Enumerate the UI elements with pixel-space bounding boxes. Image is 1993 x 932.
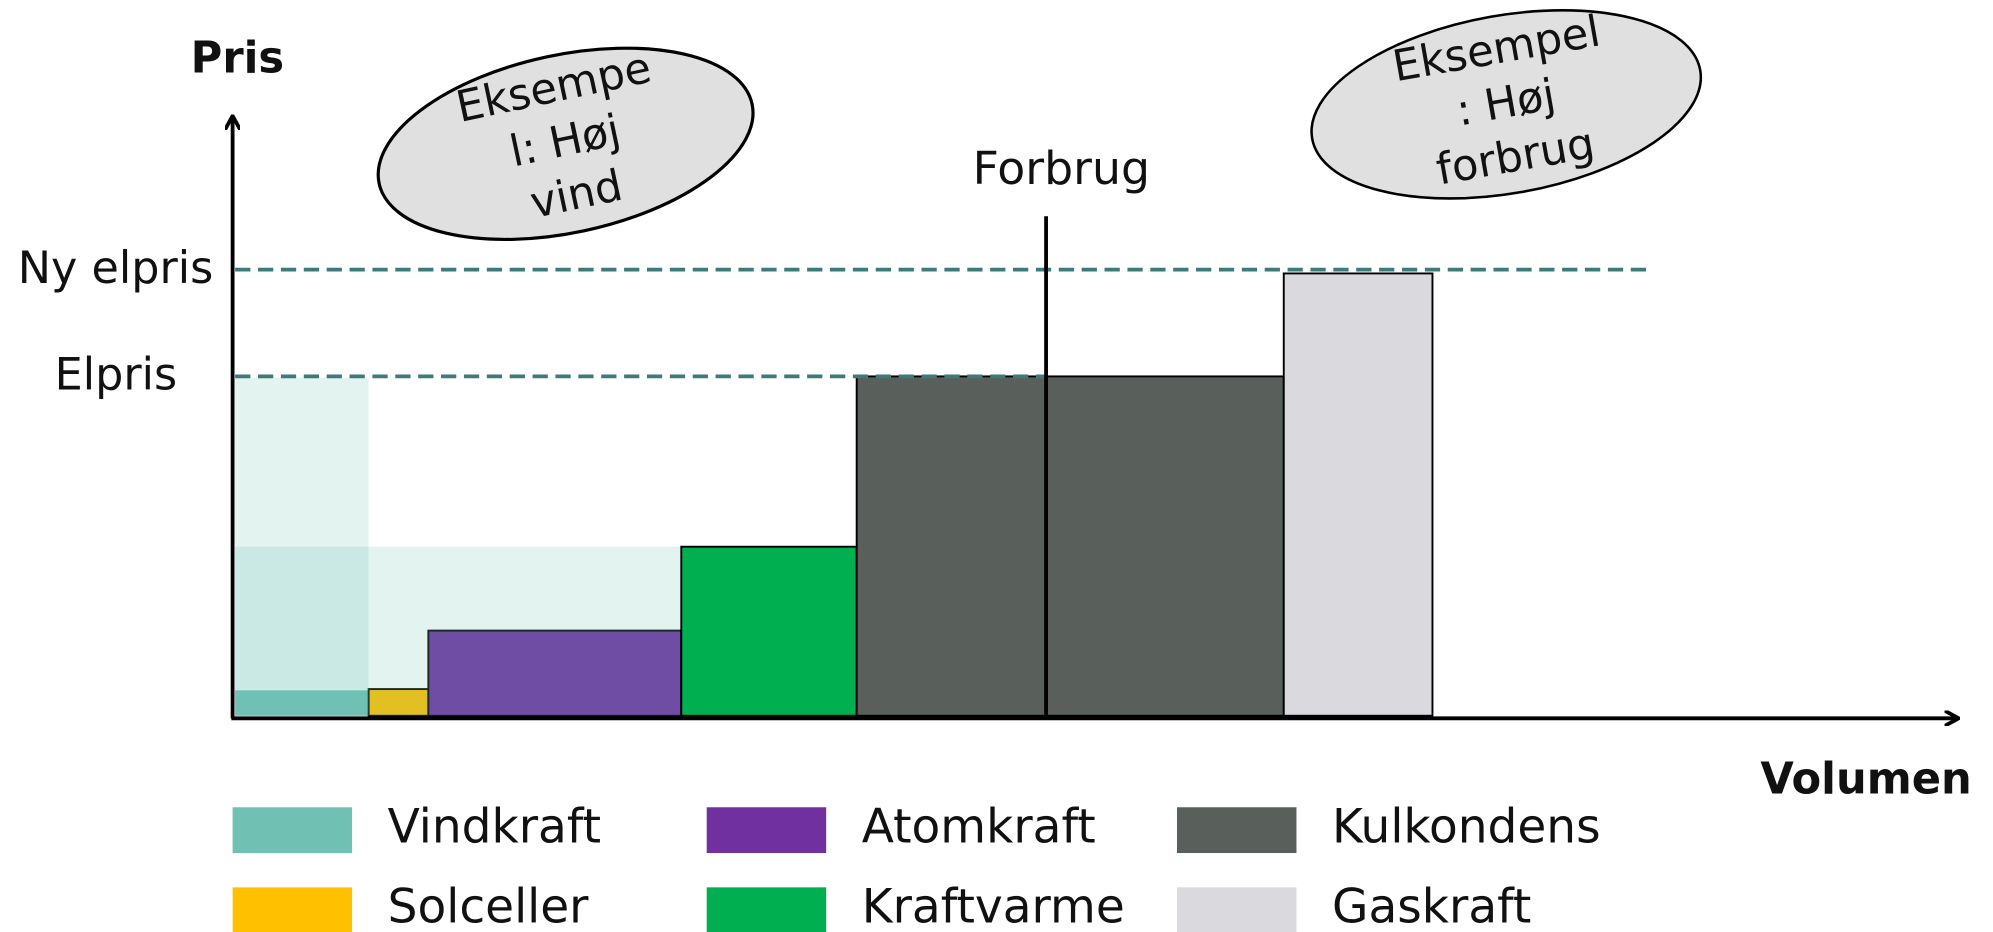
legend-swatch <box>1176 887 1297 932</box>
callout: Eksempe l: Høj vind <box>376 43 755 242</box>
bar-vindkraft <box>235 690 369 716</box>
legend-swatch <box>1176 807 1297 854</box>
bar-atomkraft <box>427 629 683 717</box>
price-label: Elpris <box>55 350 177 401</box>
callout-bubble <box>1310 9 1703 200</box>
legend: Vindkraft Solceller Atomkraft Kraftvarme Kul… <box>232 800 1601 932</box>
legend-label: Kulkondens <box>1332 800 1601 855</box>
wind-overlay <box>235 377 369 716</box>
callout-bubble <box>376 46 755 242</box>
x-axis-label: Volumen <box>1760 754 1971 804</box>
y-axis-label: Pris <box>191 34 285 84</box>
callout: Eksempel : Høj forbrug <box>1310 7 1703 200</box>
legend-swatch <box>232 807 353 854</box>
demand-label: Forbrug <box>973 142 1150 195</box>
legend-swatch <box>706 807 827 854</box>
price-label: Ny elpris <box>18 243 213 294</box>
legend-label: Atomkraft <box>862 800 1096 855</box>
legend-label: Gaskraft <box>1332 880 1531 932</box>
legend-swatch <box>232 887 353 932</box>
wind-overlay <box>235 546 681 716</box>
bar-kraftvarme <box>680 545 858 717</box>
legend-label: Vindkraft <box>388 800 601 855</box>
bar-kulkondens <box>855 375 1285 717</box>
bar-solceller <box>367 688 430 717</box>
bar-gaskraft <box>1282 272 1434 717</box>
legend-swatch <box>706 887 827 932</box>
legend-label: Solceller <box>388 880 589 932</box>
legend-label: Kraftvarme <box>862 880 1125 932</box>
